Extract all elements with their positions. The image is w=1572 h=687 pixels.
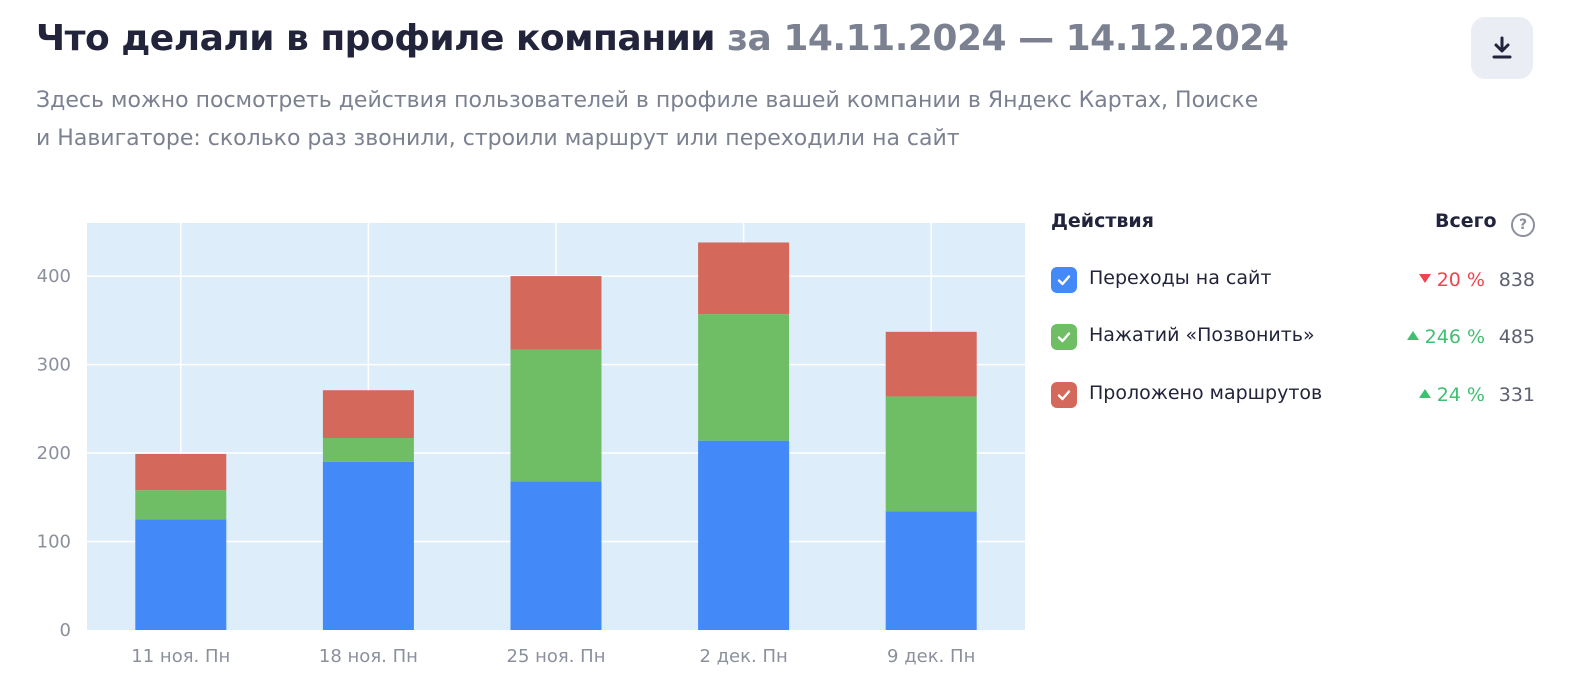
check-icon (1057, 332, 1071, 343)
bar-segment (322, 390, 414, 439)
legend-item-routes: Проложено маршрутов 24 % 331 (1051, 380, 1535, 410)
y-tick-label: 200 (37, 443, 71, 464)
subtitle-line-1: Здесь можно посмотреть действия пользова… (36, 88, 1259, 113)
bar-segment (885, 511, 977, 630)
arrow-up-icon (1406, 331, 1419, 340)
legend-actions-header: Действия (1051, 210, 1154, 232)
total-value: 331 (1498, 384, 1535, 406)
bar-segment (698, 242, 790, 315)
subtitle-line-2: и Навигаторе: сколько раз звонили, строи… (36, 126, 960, 151)
stacked-bar-chart: 0 100 200 300 400 11 ноя. Пн 18 ноя. Пн 25 ноя.… (37, 223, 1025, 667)
legend-label: Переходы на сайт (1089, 267, 1272, 289)
x-tick-label: 25 ноя. Пн (507, 646, 606, 667)
check-icon (1057, 390, 1071, 401)
x-tick-label: 2 дек. Пн (699, 646, 787, 667)
total-value: 485 (1498, 326, 1535, 348)
help-icon[interactable]: ? (1511, 213, 1535, 237)
bar-segment (510, 481, 602, 630)
total-value: 838 (1498, 269, 1535, 291)
bar-segment (135, 453, 227, 491)
y-tick-label: 100 (37, 532, 71, 553)
bar-segment (322, 461, 414, 630)
legend-item-site-visits: Переходы на сайт 20 % 838 (1051, 265, 1535, 295)
change-indicator: 24 % (1418, 382, 1485, 408)
legend-label: Проложено маршрутов (1089, 382, 1323, 404)
x-tick-label: 18 ноя. Пн (319, 646, 418, 667)
y-tick-label: 400 (37, 266, 71, 287)
legend-total-header: Всего (1435, 210, 1497, 232)
arrow-up-icon (1418, 389, 1431, 398)
period-text: за 14.11.2024 — 14.12.2024 (727, 18, 1289, 59)
y-tick-label: 0 (60, 620, 71, 641)
download-icon (1492, 36, 1512, 59)
change-value: 246 % (1424, 326, 1485, 348)
bar-segment (322, 438, 414, 462)
page-subtitle: Здесь можно посмотреть действия пользова… (36, 82, 1296, 158)
bar-segment (135, 490, 227, 520)
bar-segment (698, 314, 790, 441)
bar-segment (510, 349, 602, 482)
x-tick-label: 9 дек. Пн (887, 646, 975, 667)
change-value: 24 % (1436, 384, 1485, 406)
x-tick-label: 11 ноя. Пн (131, 646, 230, 667)
legend-label: Нажатий «Позвонить» (1089, 324, 1315, 346)
change-indicator: 246 % (1406, 324, 1485, 350)
page-title: Что делали в профиле компании за 14.11.2… (36, 18, 1289, 59)
title-text: Что делали в профиле компании (36, 18, 716, 59)
bar-segment (698, 440, 790, 630)
download-button[interactable] (1471, 17, 1533, 79)
bar-segment (885, 331, 977, 397)
site-visits-checkbox[interactable] (1051, 267, 1077, 293)
change-value: 20 % (1436, 269, 1485, 291)
y-tick-label: 300 (37, 355, 71, 376)
bar-segment (885, 396, 977, 512)
bar-segment (135, 519, 227, 630)
arrow-down-icon (1418, 274, 1431, 283)
bar-segment (510, 276, 602, 350)
calls-checkbox[interactable] (1051, 324, 1077, 350)
check-icon (1057, 275, 1071, 286)
legend-item-calls: Нажатий «Позвонить» 246 % 485 (1051, 322, 1535, 352)
change-indicator: 20 % (1418, 267, 1485, 293)
routes-checkbox[interactable] (1051, 382, 1077, 408)
